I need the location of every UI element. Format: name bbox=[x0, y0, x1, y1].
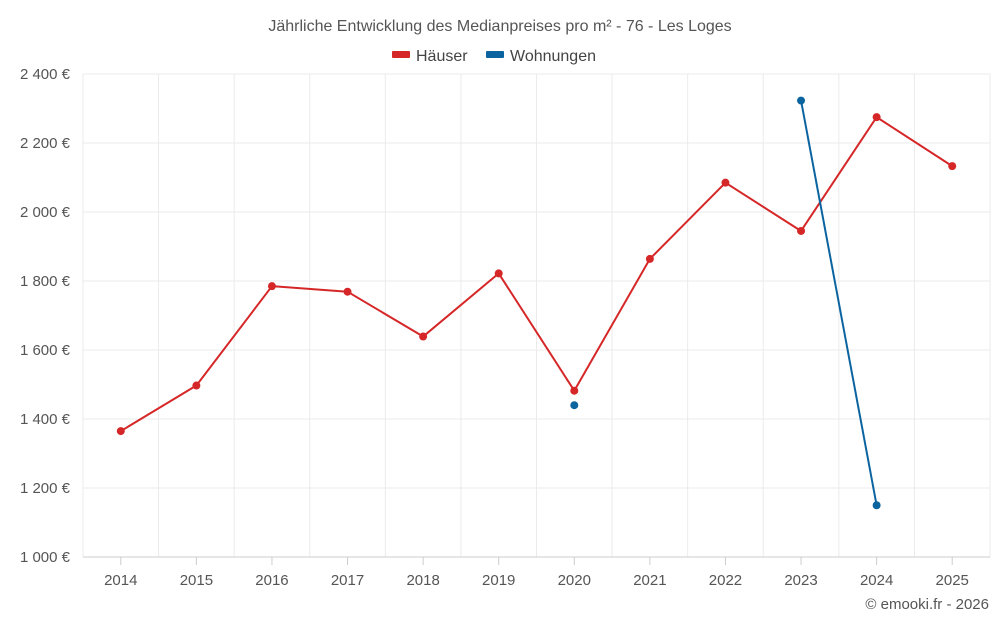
x-tick-label: 2021 bbox=[633, 572, 666, 589]
series-h-user bbox=[116, 113, 957, 436]
legend-label-haeuser: Häuser bbox=[416, 48, 468, 65]
series-line bbox=[800, 100, 878, 506]
x-tick-label: 2017 bbox=[331, 572, 364, 589]
series-wohnungen bbox=[570, 96, 881, 510]
data-point[interactable] bbox=[419, 332, 428, 341]
x-tick-label: 2019 bbox=[482, 572, 515, 589]
x-tick-label: 2024 bbox=[860, 572, 893, 589]
y-tick-label: 1 600 € bbox=[20, 342, 71, 359]
y-tick-label: 2 400 € bbox=[20, 66, 71, 83]
data-point[interactable] bbox=[872, 501, 881, 510]
y-tick-label: 2 200 € bbox=[20, 135, 71, 152]
x-tick-label: 2022 bbox=[709, 572, 742, 589]
data-point[interactable] bbox=[721, 178, 730, 187]
x-tick-label: 2020 bbox=[558, 572, 591, 589]
legend-item-wohnungen[interactable]: Wohnungen bbox=[486, 48, 596, 65]
data-point[interactable] bbox=[797, 226, 806, 235]
credit-text: © emooki.fr - 2026 bbox=[865, 596, 989, 613]
x-tick-label: 2014 bbox=[104, 572, 137, 589]
data-point[interactable] bbox=[343, 287, 352, 296]
axes: 1 000 € 1 200 € 1 400 € 1 600 € 1 800 € 2 000… bbox=[20, 66, 969, 589]
y-tick-label: 1 800 € bbox=[20, 273, 71, 290]
data-point[interactable] bbox=[645, 254, 654, 263]
data-point[interactable] bbox=[116, 427, 125, 436]
legend-swatch-haeuser bbox=[392, 51, 410, 58]
legend-label-wohnungen: Wohnungen bbox=[510, 48, 596, 65]
x-tick-label: 2016 bbox=[255, 572, 288, 589]
series-line bbox=[120, 116, 953, 432]
y-tick-label: 1 200 € bbox=[20, 480, 71, 497]
y-tick-label: 1 400 € bbox=[20, 411, 71, 428]
chart-title: Jährliche Entwicklung des Medianpreises … bbox=[268, 18, 731, 35]
data-point[interactable] bbox=[494, 269, 503, 278]
data-point[interactable] bbox=[872, 113, 881, 122]
data-point[interactable] bbox=[570, 386, 579, 395]
y-tick-label: 1 000 € bbox=[20, 549, 71, 566]
data-point[interactable] bbox=[267, 282, 276, 291]
y-tick-label: 2 000 € bbox=[20, 204, 71, 221]
data-point[interactable] bbox=[797, 96, 806, 105]
series bbox=[116, 96, 957, 510]
x-tick-label: 2015 bbox=[180, 572, 213, 589]
data-point[interactable] bbox=[192, 381, 201, 390]
legend-item-haeuser[interactable]: Häuser bbox=[392, 48, 468, 65]
x-tick-label: 2018 bbox=[406, 572, 439, 589]
grid bbox=[82, 73, 991, 558]
x-tick-label: 2025 bbox=[936, 572, 969, 589]
legend: Häuser Wohnungen bbox=[392, 48, 596, 65]
x-tick-label: 2023 bbox=[784, 572, 817, 589]
data-point[interactable] bbox=[948, 162, 957, 171]
data-point[interactable] bbox=[570, 401, 579, 410]
legend-swatch-wohnungen bbox=[486, 51, 504, 58]
